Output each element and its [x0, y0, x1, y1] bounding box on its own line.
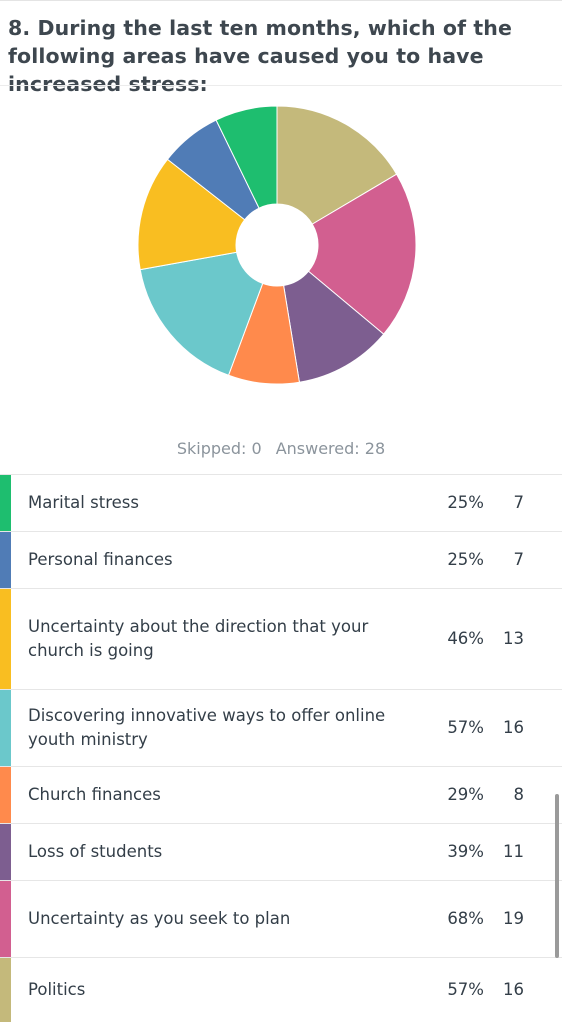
- result-row: Marital stress 25% 7: [0, 474, 562, 531]
- pie-slice-1[interactable]: [215, 105, 278, 209]
- result-row: Loss of students 39% 11: [0, 823, 562, 880]
- results-table: Marital stress 25% 7 Personal finances 25% 7 U…: [0, 474, 562, 1022]
- result-row: Church finances 29% 8: [0, 766, 562, 823]
- answer-label: Politics: [28, 980, 86, 999]
- answer-percent: 25%: [447, 550, 484, 569]
- answer-percent: 57%: [447, 718, 484, 737]
- pie-slice-7[interactable]: [307, 173, 417, 335]
- result-row: Uncertainty about the direction that you…: [0, 588, 562, 689]
- color-swatch: [0, 824, 11, 880]
- color-swatch: [0, 958, 11, 1022]
- result-row: Politics 57% 16: [0, 957, 562, 1022]
- answer-label: Uncertainty about the direction that you…: [28, 617, 369, 660]
- response-summary: Skipped: 0 Answered: 28: [0, 437, 562, 461]
- answer-label: Church finances: [28, 785, 161, 804]
- answer-count: 16: [503, 980, 524, 999]
- color-swatch: [0, 532, 11, 588]
- answer-label: Discovering innovative ways to offer onl…: [28, 706, 386, 749]
- answer-count: 11: [503, 842, 524, 861]
- answer-percent: 25%: [447, 493, 484, 512]
- result-row: Uncertainty as you seek to plan 68% 19: [0, 880, 562, 957]
- question-title: 8. During the last ten months, which of …: [8, 16, 512, 96]
- answer-count: 13: [503, 629, 524, 648]
- result-row: Discovering innovative ways to offer onl…: [0, 689, 562, 766]
- answer-percent: 57%: [447, 980, 484, 999]
- answer-label: Personal finances: [28, 550, 173, 569]
- answer-label: Uncertainty as you seek to plan: [28, 909, 291, 928]
- top-divider: [0, 0, 562, 1]
- pie-slice-6[interactable]: [283, 270, 385, 383]
- scrollbar[interactable]: [555, 794, 559, 958]
- color-swatch: [0, 589, 11, 689]
- answer-percent: 68%: [447, 909, 484, 928]
- color-swatch: [0, 881, 11, 957]
- answer-label: Loss of students: [28, 842, 163, 861]
- answer-percent: 29%: [447, 785, 484, 804]
- pie-slice-4[interactable]: [139, 251, 264, 376]
- skipped-count: Skipped: 0: [176, 439, 262, 458]
- answer-percent: 39%: [447, 842, 484, 861]
- answer-count: 19: [503, 909, 524, 928]
- result-row: Personal finances 25% 7: [0, 531, 562, 588]
- answer-label: Marital stress: [28, 493, 139, 512]
- answer-count: 7: [513, 493, 525, 512]
- answer-percent: 46%: [447, 629, 484, 648]
- pie-slice-3[interactable]: [137, 158, 246, 271]
- answer-count: 7: [513, 550, 525, 569]
- pie-slice-8[interactable]: [276, 105, 398, 225]
- answer-count: 16: [503, 718, 524, 737]
- color-swatch: [0, 475, 11, 531]
- answered-count: Answered: 28: [275, 439, 386, 458]
- title-divider: [0, 85, 562, 86]
- donut-chart: [137, 105, 417, 385]
- answer-count: 8: [513, 785, 525, 804]
- color-swatch: [0, 690, 11, 766]
- color-swatch: [0, 767, 11, 823]
